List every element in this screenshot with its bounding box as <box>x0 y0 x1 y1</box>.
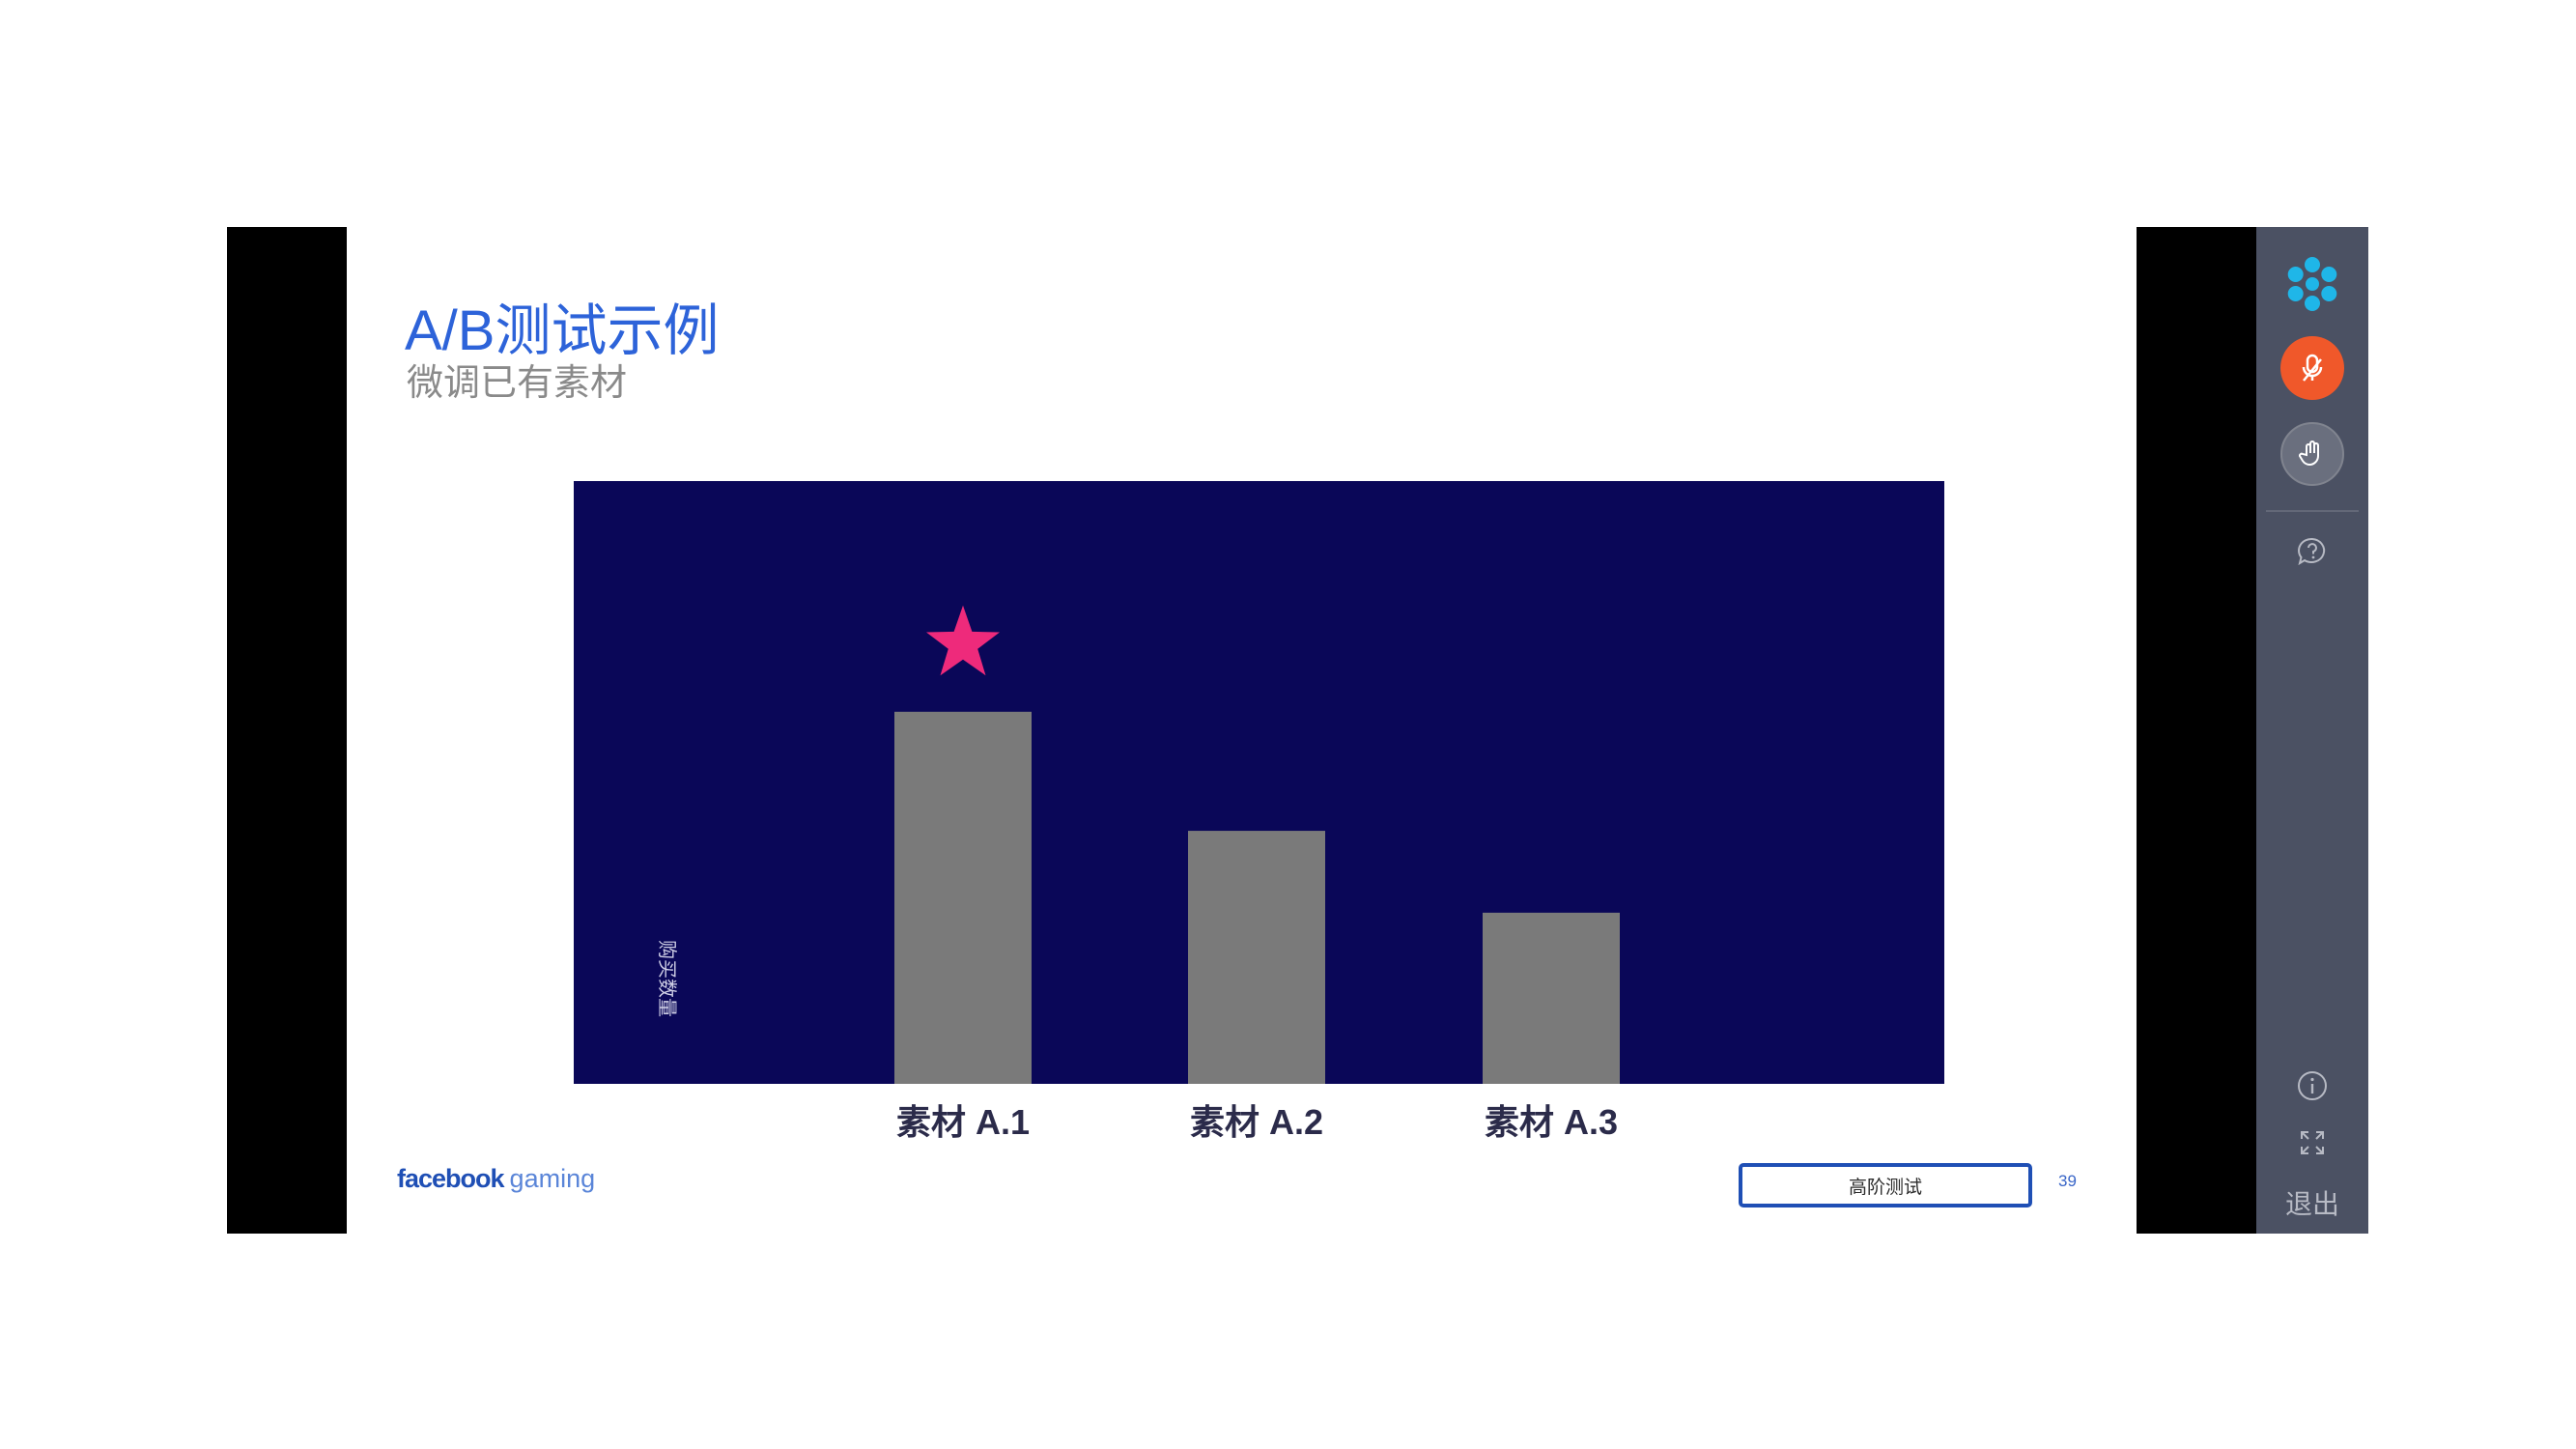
category-label-1: 素材 A.1 <box>895 1102 1031 1142</box>
bar-2 <box>1188 831 1325 1084</box>
bar-chart: 购买数量 <box>574 481 1944 1084</box>
fullscreen-button[interactable] <box>2256 1128 2368 1157</box>
exit-button[interactable]: 退出 <box>2284 1189 2339 1219</box>
meeting-sidebar: 退出 <box>2256 227 2368 1234</box>
raise-hand-icon <box>2299 440 2319 467</box>
mic-button-circle[interactable] <box>2280 336 2344 400</box>
star-icon <box>926 605 1000 676</box>
fullscreen-icon[interactable] <box>2298 1128 2327 1157</box>
sidebar-divider <box>2266 510 2359 512</box>
y-axis-label: 购买数量 <box>656 940 679 1017</box>
app-logo <box>2256 253 2368 315</box>
brand-main: facebook <box>397 1164 505 1193</box>
slide-subtitle: 微调已有素材 <box>407 363 628 404</box>
facebook-gaming-logo: facebook gaming <box>397 1164 595 1194</box>
presentation-viewer: A/B测试示例 微调已有素材 购买数量 素材 A.1 素材 A.2 素材 A.3 f… <box>227 227 2368 1234</box>
mute-button[interactable] <box>2256 336 2368 400</box>
snowflake-logo-icon <box>2287 257 2337 311</box>
section-tag: 高阶测试 <box>1739 1163 2032 1208</box>
info-button[interactable] <box>2256 1068 2368 1103</box>
bar-3 <box>1483 912 1620 1084</box>
page-number: 39 <box>2058 1172 2077 1190</box>
brand-sub: gaming <box>509 1164 596 1193</box>
help-icon[interactable] <box>2295 534 2330 569</box>
bar-1 <box>894 711 1032 1084</box>
help-button[interactable] <box>2256 534 2368 569</box>
bar-chart-svg: 购买数量 <box>656 605 1620 1084</box>
slide-title: A/B测试示例 <box>405 299 720 362</box>
slide: A/B测试示例 微调已有素材 购买数量 素材 A.1 素材 A.2 素材 A.3 f… <box>347 227 2137 1234</box>
category-label-2: 素材 A.2 <box>1189 1102 1324 1142</box>
hand-button-circle[interactable] <box>2280 422 2344 486</box>
microphone-icon <box>2302 354 2323 382</box>
raise-hand-button[interactable] <box>2256 422 2368 486</box>
category-label-3: 素材 A.3 <box>1484 1102 1619 1142</box>
info-icon[interactable] <box>2295 1068 2330 1103</box>
